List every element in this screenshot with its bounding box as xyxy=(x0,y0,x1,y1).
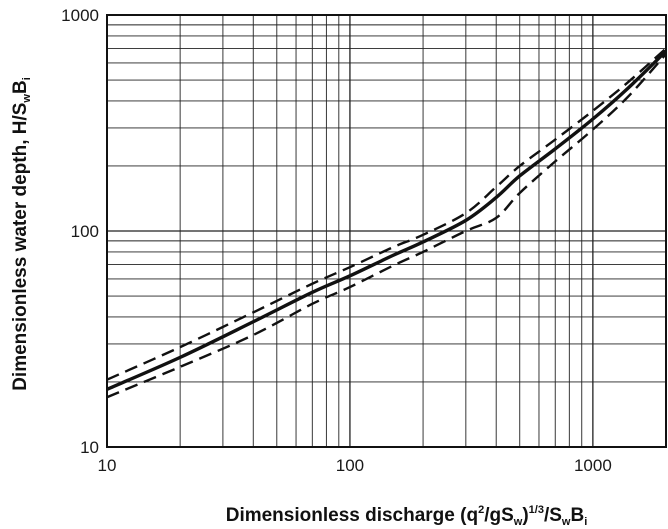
series-line-solid xyxy=(107,49,666,391)
series-layer xyxy=(107,47,666,399)
y-axis-label: Dimensionless water depth, H/SwBi xyxy=(10,77,33,391)
x-tick-labels: 10 100 1000 xyxy=(98,456,612,475)
x-axis-label: Dimensionless discharge (q2/gSw)1/3/SwBi xyxy=(226,504,588,528)
series-line-dashed-2 xyxy=(107,53,666,399)
series-line-dashed-1 xyxy=(107,47,666,381)
y-tick-labels: 10 100 1000 xyxy=(61,6,99,457)
plot-frame xyxy=(106,14,667,448)
x-tick-label: 10 xyxy=(98,456,117,475)
y-tick-label: 100 xyxy=(71,222,99,241)
y-tick-label: 10 xyxy=(80,438,99,457)
y-tick-label: 1000 xyxy=(61,6,99,25)
x-tick-label: 100 xyxy=(336,456,364,475)
major-gridlines xyxy=(107,15,666,447)
x-tick-label: 1000 xyxy=(574,456,612,475)
